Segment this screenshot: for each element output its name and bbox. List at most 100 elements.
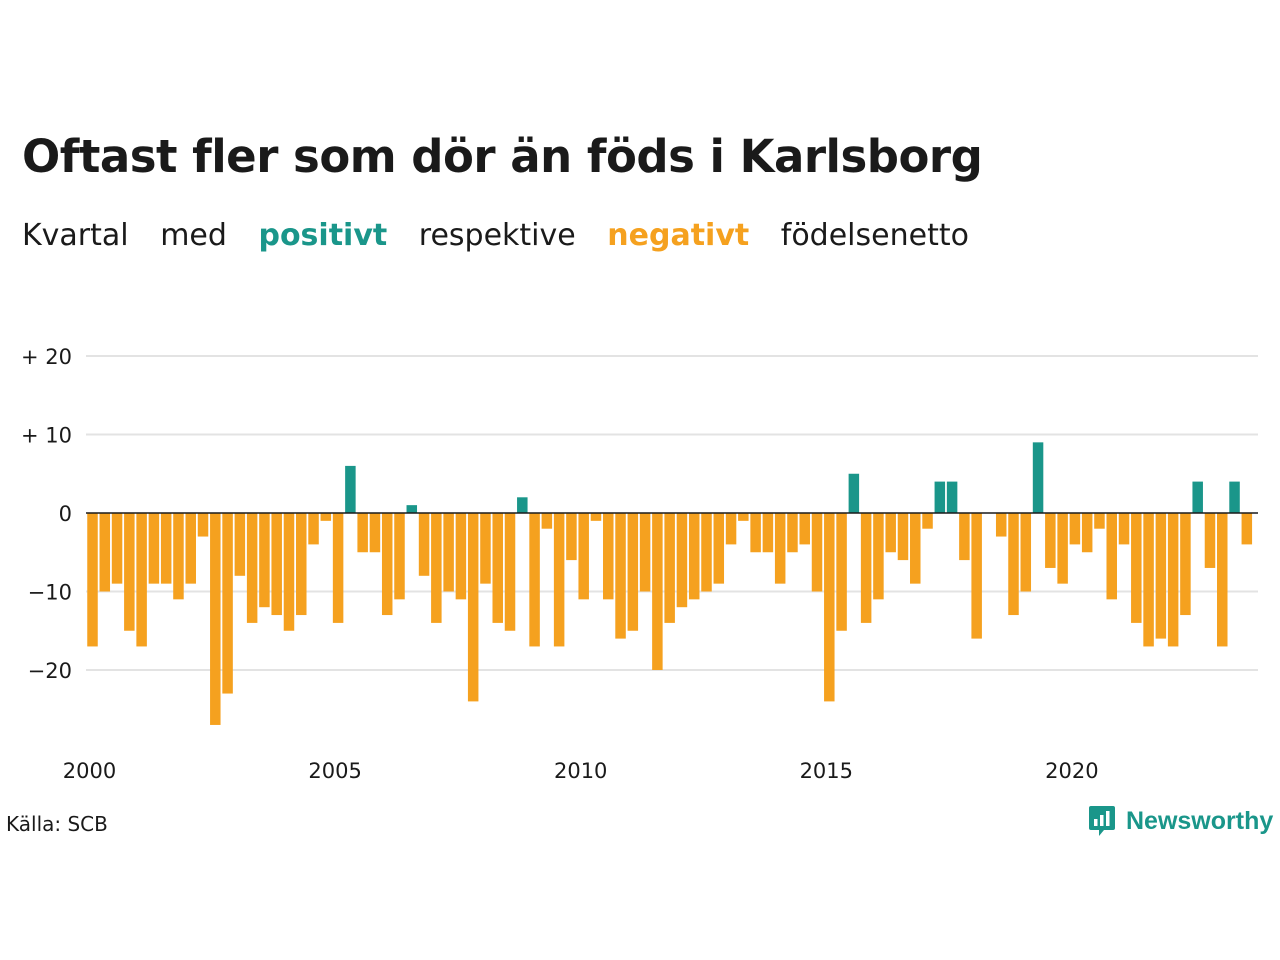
bar-negative <box>185 513 196 584</box>
bar-negative <box>603 513 614 600</box>
bar-negative <box>87 513 98 647</box>
bar-negative <box>418 513 430 576</box>
bar-negative <box>910 513 921 584</box>
bar-negative <box>259 513 270 608</box>
bar-negative <box>1069 513 1081 545</box>
bar-negative <box>1008 513 1019 616</box>
bar-negative <box>381 513 393 616</box>
bar-negative <box>725 513 737 545</box>
y-tick-label: −20 <box>28 659 72 683</box>
bar-negative <box>1204 513 1216 568</box>
bar-negative <box>541 513 553 529</box>
bar-negative <box>652 513 663 670</box>
newsworthy-logo-icon <box>1089 806 1115 836</box>
axis-label-layer: + 20 + 10 0 −10 −20 2000 2005 2010 2015 2020 <box>21 345 1099 783</box>
bar-negative <box>296 513 307 616</box>
bar-negative <box>1057 513 1068 584</box>
bar-negative <box>799 513 810 545</box>
bar-negative <box>234 513 246 576</box>
x-tick-label: 2010 <box>554 759 607 783</box>
bar-negative <box>271 513 282 616</box>
bar-negative <box>762 513 774 553</box>
bar-negative <box>897 513 909 561</box>
bar-positive <box>1229 481 1240 513</box>
subtitle-word: Kvartal <box>22 218 129 253</box>
bar-negative <box>738 513 749 521</box>
bar-negative <box>111 513 123 584</box>
bar-negative <box>455 513 467 600</box>
bar-negative <box>369 513 381 553</box>
bar-negative <box>1020 513 1032 592</box>
bar-negative <box>885 513 896 553</box>
bar-negative <box>1155 513 1167 639</box>
bar-negative <box>860 513 872 623</box>
bar-positive <box>946 481 958 513</box>
bar-negative <box>922 513 933 529</box>
bar-negative <box>959 513 970 561</box>
subtitle-word: födelsenetto <box>780 218 969 253</box>
y-tick-label: −10 <box>28 581 72 605</box>
bar-negative <box>590 513 602 521</box>
bar-negative <box>99 513 111 592</box>
brand-logo: Newsworthy <box>1088 804 1273 838</box>
bar-negative <box>995 513 1007 537</box>
bar-negative <box>824 513 835 702</box>
bar-negative <box>173 513 184 600</box>
bar-negative <box>357 513 368 553</box>
bar-negative <box>701 513 712 592</box>
bar-negative <box>566 513 577 561</box>
bar-negative <box>210 513 221 725</box>
brand-name: Newsworthy <box>1126 806 1274 835</box>
bar-negative <box>639 513 651 592</box>
bar-negative <box>394 513 405 600</box>
bar-negative <box>1131 513 1142 623</box>
bar-negative <box>1118 513 1130 545</box>
bar-negative <box>431 513 442 623</box>
bar-negative <box>578 513 589 600</box>
chart-subtitle: Kvartal med positivt respektive negativt… <box>22 218 991 253</box>
bar-negative <box>873 513 884 600</box>
bar-negative <box>148 513 160 584</box>
bar-positive <box>406 505 418 513</box>
bar-negative <box>443 513 454 592</box>
bar-positive <box>1032 442 1044 513</box>
bar-negative <box>664 513 675 623</box>
bar-negative <box>246 513 258 623</box>
subtitle-word: med <box>160 218 227 253</box>
bar-negative <box>553 513 565 647</box>
x-tick-label: 2020 <box>1045 759 1098 783</box>
x-tick-label: 2005 <box>308 759 361 783</box>
x-tick-label: 2000 <box>63 759 116 783</box>
bar-negative <box>467 513 479 702</box>
bar-negative <box>1106 513 1117 600</box>
bar-positive <box>848 473 860 513</box>
bar-negative <box>1241 513 1253 545</box>
bar-positive <box>1192 481 1203 513</box>
bar-layer <box>87 442 1253 725</box>
y-tick-label: + 20 <box>21 345 72 369</box>
bar-negative <box>222 513 233 694</box>
bar-negative <box>1167 513 1179 647</box>
bar-negative <box>750 513 761 553</box>
bar-negative <box>124 513 135 631</box>
y-tick-label: + 10 <box>21 424 72 448</box>
bar-negative <box>197 513 209 537</box>
bar-negative <box>1081 513 1093 553</box>
bar-negative <box>504 513 516 631</box>
bar-negative <box>136 513 147 647</box>
bar-negative <box>1217 513 1228 647</box>
bar-negative <box>529 513 540 647</box>
legend-negative-label: negativt <box>607 218 750 253</box>
bar-negative <box>688 513 700 600</box>
bar-negative <box>1143 513 1154 647</box>
x-tick-label: 2015 <box>800 759 853 783</box>
bar-negative <box>492 513 503 623</box>
bar-negative <box>1045 513 1056 568</box>
bar-negative <box>787 513 798 553</box>
bar-negative <box>774 513 786 584</box>
bar-negative <box>811 513 823 592</box>
bar-positive <box>934 481 946 513</box>
source-note: Källa: SCB <box>6 812 108 836</box>
bar-negative <box>160 513 172 584</box>
subtitle-word: respektive <box>418 218 576 253</box>
